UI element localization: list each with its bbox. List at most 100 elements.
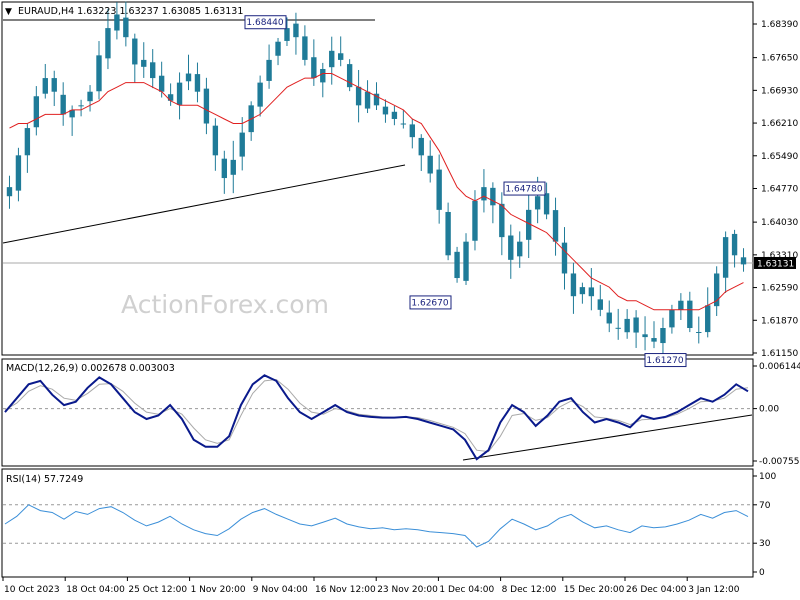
candle — [176, 72, 183, 120]
candle — [463, 233, 469, 285]
candle — [329, 36, 335, 85]
price-annotation: 1.62670 — [409, 295, 452, 310]
candle — [597, 284, 603, 317]
candle — [60, 82, 66, 126]
candle — [123, 1, 129, 47]
price-annotation: 1.68440 — [244, 15, 287, 30]
svg-text:1.62670: 1.62670 — [411, 298, 448, 308]
candle — [6, 175, 13, 209]
candle — [651, 321, 657, 349]
macd-panel-frame — [1, 358, 754, 467]
symbol-header: EURAUD,H4 1.63223 1.63237 1.63085 1.6313… — [18, 6, 243, 17]
candle — [481, 169, 487, 213]
candle — [570, 262, 577, 314]
x-tick-label: 3 Jan 12:00 — [688, 585, 740, 595]
x-tick-label: 1 Nov 20:00 — [191, 585, 246, 595]
macd-signal-line — [4, 378, 749, 453]
rsi-ytick-label: 100 — [759, 472, 776, 482]
candle — [96, 41, 102, 100]
candle — [543, 182, 550, 220]
price-ytick-label: 1.64030 — [761, 218, 798, 228]
macd-trendline — [462, 414, 753, 461]
price-ytick-label: 1.64770 — [761, 185, 798, 195]
x-tick-label: 9 Nov 04:00 — [253, 585, 308, 595]
candle — [624, 309, 630, 339]
candle — [391, 105, 398, 126]
support-trendline — [2, 164, 406, 244]
x-tick-label: 15 Dec 20:00 — [564, 585, 625, 595]
candle — [382, 99, 389, 123]
candle — [606, 300, 612, 333]
candle — [275, 37, 281, 66]
candle — [302, 25, 308, 66]
candle — [355, 69, 362, 123]
candle — [731, 229, 738, 268]
candle — [508, 224, 514, 279]
candle — [696, 316, 702, 344]
candle — [588, 268, 595, 311]
candle — [427, 140, 433, 183]
candle — [561, 227, 568, 290]
dropdown-arrow-icon[interactable]: ▼ — [5, 7, 12, 17]
candle — [194, 62, 201, 103]
candle — [642, 316, 648, 351]
candle — [185, 54, 192, 91]
price-annotation: 1.64780 — [503, 181, 546, 196]
svg-text:1.68440: 1.68440 — [246, 18, 283, 28]
rsi-ytick-label: 0 — [759, 568, 765, 578]
candle — [400, 109, 407, 129]
price-ytick-label: 1.62590 — [761, 284, 798, 294]
candle — [132, 33, 138, 83]
x-tick-label: 1 Dec 04:00 — [439, 585, 494, 595]
price-panel-frame — [1, 1, 754, 356]
candle — [293, 12, 299, 55]
candle — [364, 80, 371, 114]
svg-text:1.61270: 1.61270 — [646, 356, 683, 366]
candle — [33, 86, 40, 136]
candle — [51, 70, 57, 107]
candle — [409, 119, 415, 149]
candle — [445, 202, 451, 261]
macd-ytick-label: 0.00 — [759, 405, 779, 415]
candle — [705, 287, 711, 338]
candle — [740, 248, 747, 272]
candle — [418, 134, 424, 171]
candle — [230, 140, 236, 194]
candle — [150, 49, 156, 89]
x-tick-label: 16 Nov 12:00 — [315, 585, 376, 595]
candle — [346, 59, 353, 92]
candle — [722, 231, 729, 293]
svg-text:1.64780: 1.64780 — [505, 185, 542, 195]
price-ytick-label: 1.63310 — [761, 251, 798, 261]
candle — [105, 8, 111, 70]
price-annotation: 1.61270 — [644, 353, 687, 368]
candle — [633, 310, 639, 348]
candle — [239, 117, 245, 171]
x-tick-label: 23 Nov 20:00 — [377, 585, 438, 595]
candle — [203, 77, 210, 135]
candle — [436, 154, 442, 224]
x-tick-label: 26 Dec 04:00 — [626, 585, 687, 595]
candle — [552, 197, 559, 256]
candle — [24, 123, 31, 173]
candle — [320, 62, 326, 98]
macd-title: MACD(12,26,9) 0.002678 0.003003 — [6, 363, 175, 374]
rsi-panel-frame — [1, 468, 754, 578]
candle — [490, 182, 496, 224]
price-ytick-label: 1.61870 — [761, 316, 798, 326]
macd-ytick-label: 0.006144 — [759, 362, 800, 372]
current-price-label: 1.63131 — [757, 259, 794, 269]
candle — [687, 291, 693, 333]
rsi-ytick-label: 30 — [759, 539, 771, 549]
candle — [212, 118, 219, 171]
candle — [69, 105, 75, 136]
macd-line — [4, 374, 749, 461]
candle — [266, 44, 272, 89]
candle — [579, 282, 586, 304]
current-price-box — [754, 256, 796, 269]
candle — [472, 190, 478, 251]
candle — [615, 308, 621, 340]
candle — [517, 231, 523, 268]
candle — [42, 63, 48, 99]
rsi-ytick-label: 70 — [759, 501, 771, 511]
